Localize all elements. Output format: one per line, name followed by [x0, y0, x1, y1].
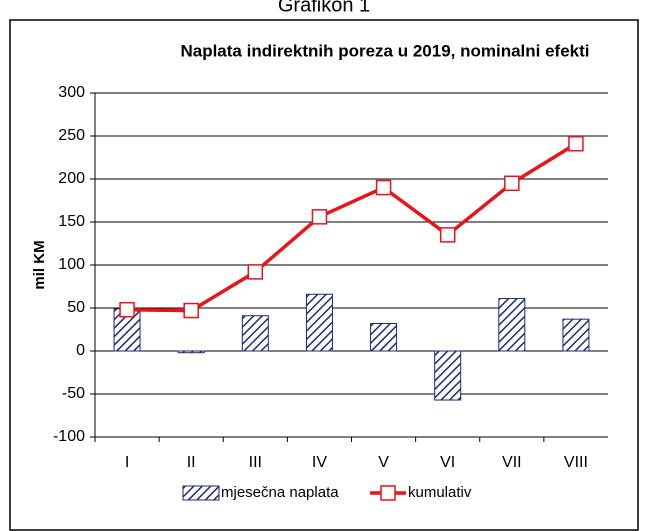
y-tick-label: 0 [76, 342, 85, 359]
x-tick-label: V [378, 454, 389, 471]
y-tick-label: 50 [67, 299, 85, 316]
y-tick-label: 300 [58, 84, 85, 101]
x-tick-label: IV [312, 454, 327, 471]
chart-frame [9, 19, 639, 531]
x-tick-label: III [249, 454, 262, 471]
y-tick-label: -50 [62, 385, 85, 402]
line-marker [183, 302, 199, 319]
y-axis-label: mil KM [31, 240, 48, 289]
x-tick-label: II [187, 454, 196, 471]
legend-label: kumulativ [408, 484, 472, 501]
line [127, 142, 577, 313]
figure-label: Grafikon 1 [278, 0, 370, 16]
legend-label: mjesečna naplata [221, 484, 339, 501]
line-marker [119, 301, 135, 318]
line-marker [311, 209, 328, 225]
x-tick-label: VII [502, 454, 522, 471]
bar [434, 350, 462, 401]
legend-swatch [380, 485, 396, 501]
bar [177, 350, 205, 354]
bar [562, 318, 590, 352]
bar [241, 315, 269, 352]
x-tick-label: I [125, 454, 129, 471]
line-marker [439, 227, 456, 243]
line-marker [247, 264, 264, 280]
bar [498, 298, 526, 352]
bar [370, 322, 398, 352]
line-marker [568, 135, 584, 152]
legend-swatch [182, 485, 220, 501]
y-tick-label: 250 [58, 127, 85, 144]
line-marker [504, 175, 520, 192]
chart-title: Naplata indirektnih poreza u 2019, nomin… [180, 41, 589, 60]
bar [305, 293, 333, 352]
x-tick-label: VIII [564, 454, 588, 471]
line-marker [375, 179, 392, 196]
y-tick-label: 200 [58, 170, 85, 187]
y-tick-label: 100 [58, 256, 85, 273]
y-tick-label: -100 [53, 428, 85, 445]
y-tick-label: 150 [58, 213, 85, 230]
x-tick-label: VI [440, 454, 455, 471]
